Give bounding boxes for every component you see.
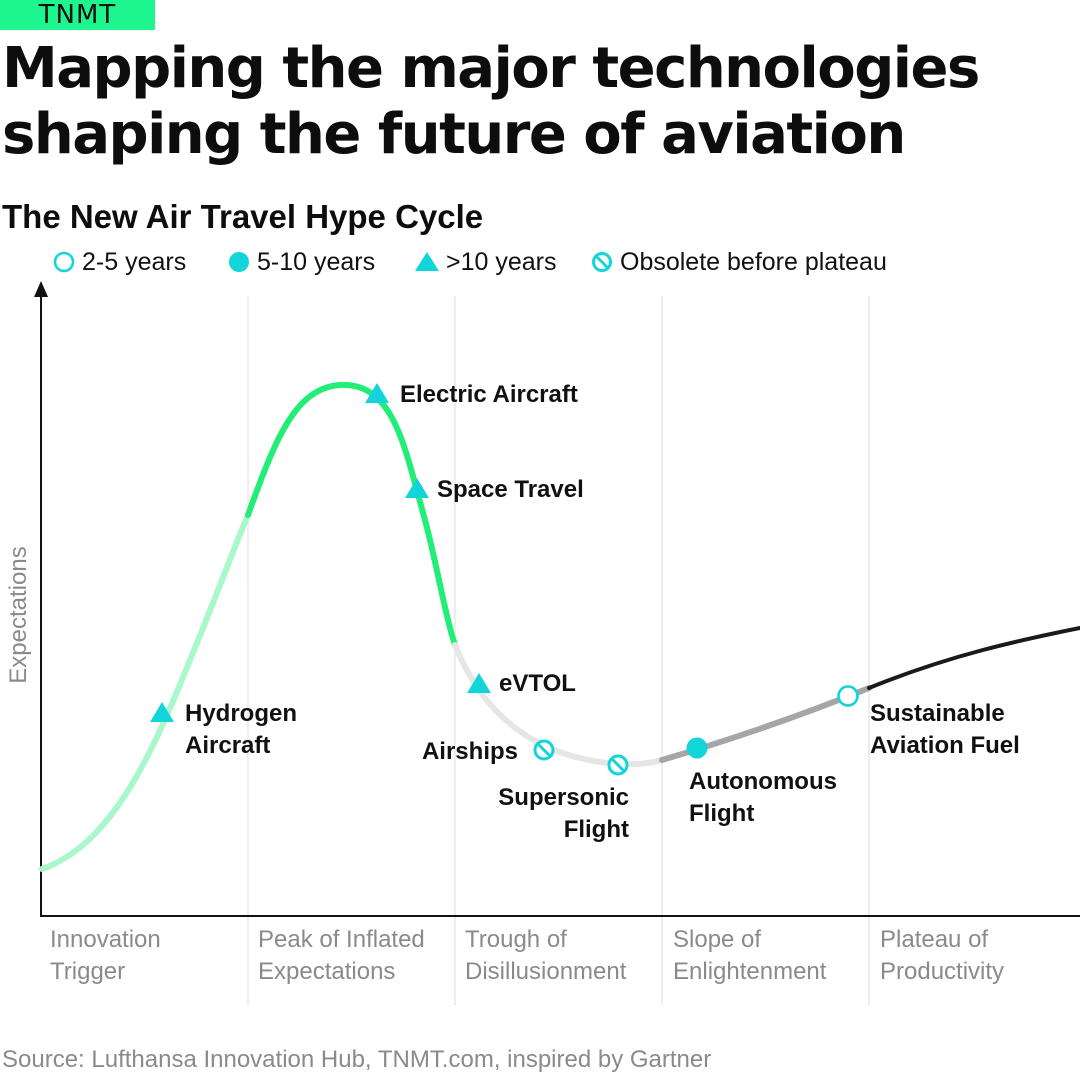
open-circle-icon	[53, 251, 75, 273]
technology-label-line: Aircraft	[185, 732, 270, 759]
legend-item-over-10-years: >10 years	[414, 246, 557, 278]
technology-marker	[837, 685, 859, 707]
technology-marker	[607, 754, 629, 776]
y-axis-arrow-icon	[34, 281, 48, 297]
obsolete-slash	[536, 742, 552, 758]
filled-circle-icon	[686, 737, 708, 759]
technology-label-line: Aviation Fuel	[870, 732, 1020, 759]
phase-label-line: Innovation	[50, 926, 161, 953]
phase-label-line: Trigger	[50, 958, 125, 985]
technology-label-line: Airships	[422, 738, 518, 765]
brand-logo-text: TNMT	[38, 0, 117, 30]
filled-circle-icon	[229, 252, 249, 272]
obsolete-icon	[592, 252, 612, 272]
curve-segment-peak	[245, 381, 458, 648]
technology-label-line: Hydrogen	[185, 700, 297, 727]
technology-label-line: Autonomous	[689, 768, 837, 795]
triangle-icon	[365, 383, 389, 403]
hype-curve	[39, 381, 1080, 872]
technology-marker	[150, 702, 174, 722]
technology-labels: Hydrogen Aircraft Electric Aircraft Space T…	[185, 381, 1020, 843]
technology-label-line: Flight	[689, 800, 754, 827]
phase-label-line: Expectations	[258, 958, 395, 985]
phase-label: Plateau of Productivity	[880, 926, 1004, 985]
phase-label: Innovation Trigger	[50, 926, 161, 985]
technology-label: Airships	[422, 738, 518, 765]
y-axis-label: Expectations	[5, 546, 32, 683]
legend-item-obsolete: Obsolete before plateau	[590, 246, 887, 278]
legend-label: 2-5 years	[82, 247, 187, 276]
phase-label-line: Trough of	[465, 926, 567, 953]
phase-label-line: Plateau of	[880, 926, 988, 953]
open-circle-icon	[837, 685, 859, 707]
technology-marker	[533, 739, 555, 761]
phase-label-line: Slope of	[673, 926, 761, 953]
technology-label: Supersonic Flight	[498, 784, 629, 843]
chart-subtitle: The New Air Travel Hype Cycle	[2, 198, 484, 235]
phase-label-line: Disillusionment	[465, 958, 627, 985]
technology-label: eVTOL	[499, 670, 576, 697]
technology-label: Space Travel	[437, 476, 584, 503]
chart-axes: Expectations	[5, 281, 1080, 917]
technology-label: Hydrogen Aircraft	[185, 700, 297, 759]
phase-label: Peak of Inflated Expectations	[258, 926, 425, 985]
obsolete-slash	[610, 757, 626, 773]
legend-label: Obsolete before plateau	[620, 247, 887, 276]
legend-item-2-5-years: 2-5 years	[52, 246, 186, 278]
legend-item-5-10-years: 5-10 years	[227, 246, 375, 278]
legend-label: >10 years	[446, 247, 557, 276]
technology-label: Autonomous Flight	[689, 768, 837, 827]
triangle-icon	[405, 478, 429, 498]
triangle-icon	[467, 673, 491, 693]
phase-label: Slope of Enlightenment	[673, 926, 827, 985]
technology-label-line: Space Travel	[437, 476, 584, 503]
brand-badge: TNMT	[0, 0, 155, 30]
technology-label: Sustainable Aviation Fuel	[870, 700, 1020, 759]
phase-labels: Innovation Trigger Peak of Inflated Expecta…	[50, 926, 1004, 985]
technology-markers	[150, 383, 859, 776]
source-note: Source: Lufthansa Innovation Hub, TNMT.c…	[2, 1046, 712, 1073]
phase-label-line: Enlightenment	[673, 958, 827, 985]
phase-label: Trough of Disillusionment	[465, 926, 627, 985]
technology-marker	[365, 383, 389, 403]
curve-segment-innovation-trigger	[39, 512, 251, 872]
technology-label-line: eVTOL	[499, 670, 576, 697]
technology-label-line: Electric Aircraft	[400, 381, 578, 408]
technology-marker	[686, 737, 708, 759]
technology-label-line: Sustainable	[870, 700, 1005, 727]
technology-label-line: Flight	[564, 816, 629, 843]
phase-label-line: Peak of Inflated	[258, 926, 425, 953]
triangle-icon	[415, 252, 439, 271]
page-title: Mapping the major technologies shaping t…	[2, 36, 980, 167]
technology-marker	[467, 673, 491, 693]
technology-label: Electric Aircraft	[400, 381, 578, 408]
phase-label-line: Productivity	[880, 958, 1004, 985]
technology-label-line: Supersonic	[498, 784, 629, 811]
legend-label: 5-10 years	[257, 247, 376, 276]
triangle-icon	[150, 702, 174, 722]
hype-cycle-chart: Expectations Hydrogen Aircraft Electric Ai…	[5, 281, 1080, 1005]
curve-segment-plateau	[867, 626, 1080, 690]
technology-marker	[405, 478, 429, 498]
